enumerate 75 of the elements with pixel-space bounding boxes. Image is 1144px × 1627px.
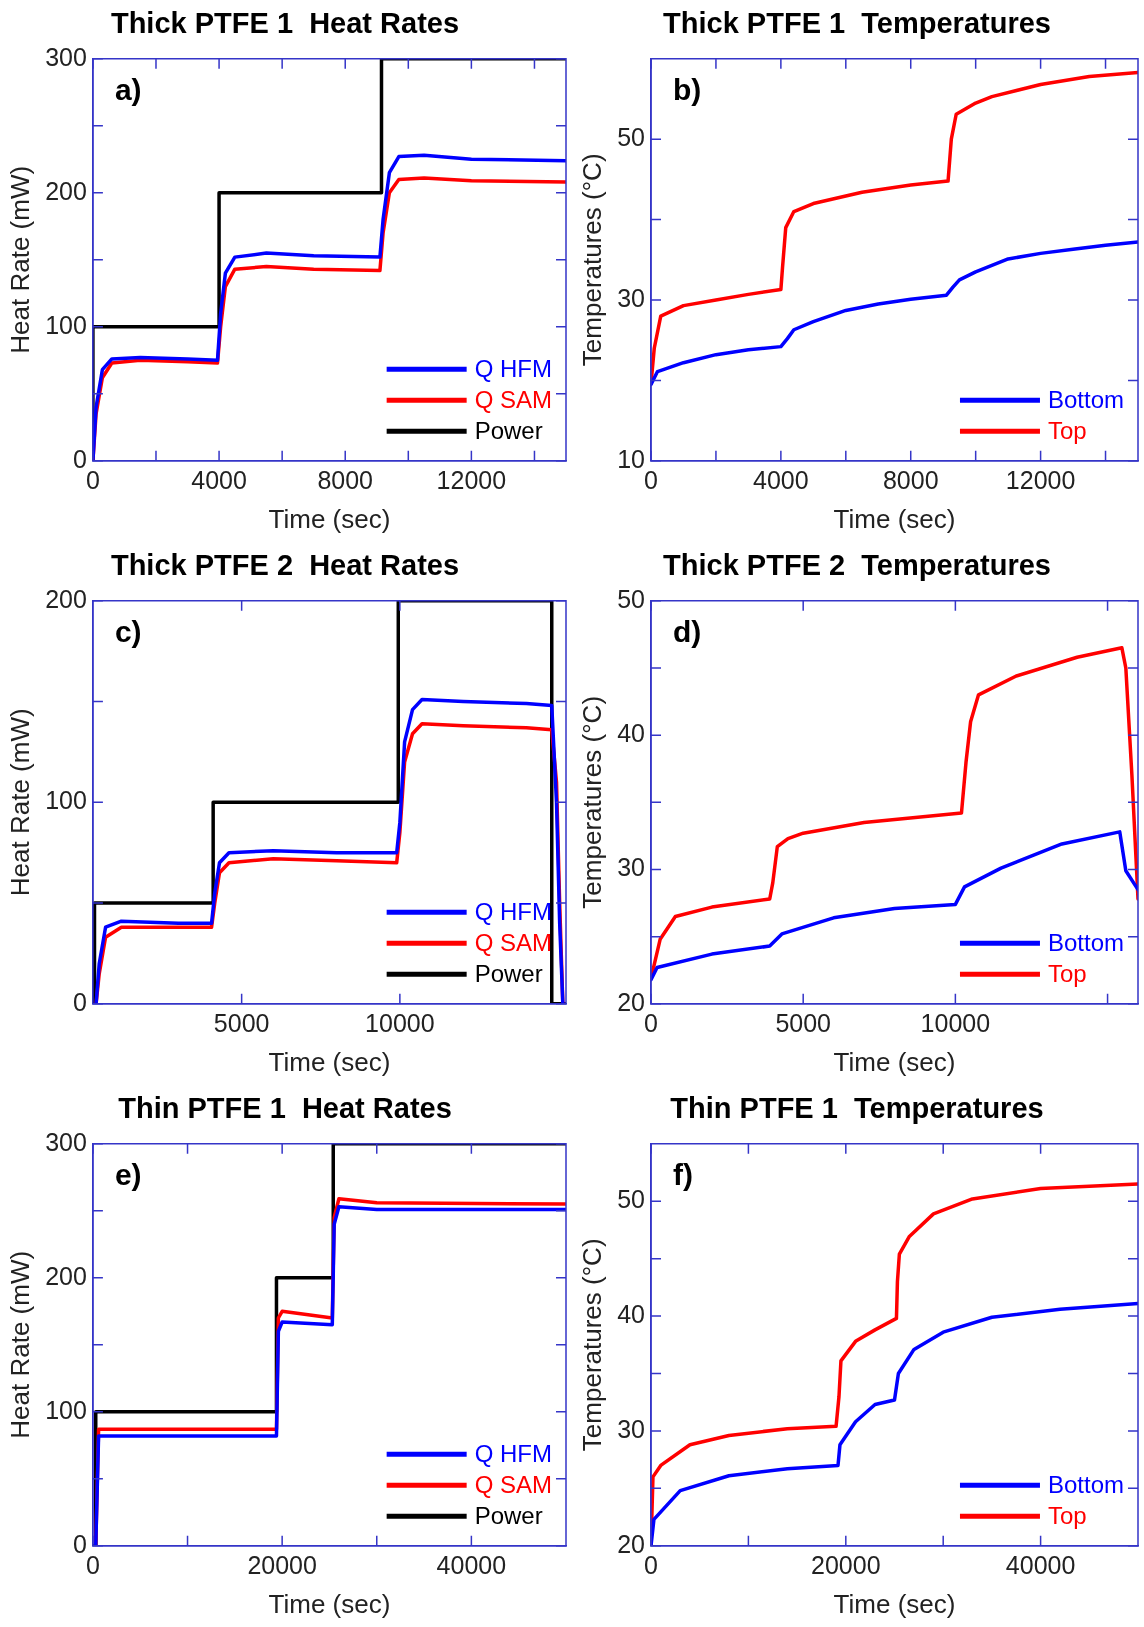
y-axis-title: Temperatures (°C) <box>576 1238 607 1452</box>
x-axis-title: Time (sec) <box>268 1588 391 1619</box>
y-tick-label: 300 <box>45 42 87 71</box>
y-axis-title: Temperatures (°C) <box>576 153 607 367</box>
y-tick-label: 50 <box>617 123 646 152</box>
annotation: f) <box>673 1158 693 1192</box>
legend-label: Q SAM <box>474 385 552 413</box>
x-axis-title: Time (sec) <box>268 1046 391 1077</box>
x-tick-label: 4000 <box>191 465 247 494</box>
y-tick-label: 30 <box>617 853 646 882</box>
legend-label: Q HFM <box>474 1439 552 1467</box>
x-tick-label: 5000 <box>213 1008 270 1037</box>
x-tick-label: 4000 <box>753 465 809 494</box>
y-tick-label: 20 <box>617 1529 646 1558</box>
y-tick-label: 0 <box>73 444 87 473</box>
y-axis-title: Heat Rate (mW) <box>4 1250 35 1439</box>
chart-title: Thick PTFE 2 Temperatures <box>663 549 1051 582</box>
x-tick-label: 10000 <box>920 1008 991 1037</box>
x-tick-label: 5000 <box>775 1008 832 1037</box>
x-tick-label: 40000 <box>1005 1550 1076 1579</box>
legend-label: Top <box>1047 959 1087 987</box>
x-tick-label: 20000 <box>811 1550 881 1579</box>
annotation: e) <box>114 1158 142 1192</box>
y-tick-label: 300 <box>45 1127 87 1156</box>
x-axis-title: Time (sec) <box>833 1046 956 1077</box>
annotation: d) <box>673 615 702 649</box>
x-tick-label: 8000 <box>882 465 939 494</box>
y-tick-label: 100 <box>45 310 87 339</box>
y-tick-label: 40 <box>617 1299 646 1328</box>
annotation: b) <box>673 73 702 107</box>
y-tick-label: 30 <box>617 283 646 312</box>
legend-label: Power <box>474 416 543 444</box>
y-tick-label: 40 <box>617 719 646 748</box>
legend-label: Top <box>1047 416 1087 444</box>
x-tick-label: 12000 <box>1005 465 1076 494</box>
y-axis-title: Heat Rate (mW) <box>4 708 35 897</box>
y-tick-label: 0 <box>73 1529 87 1558</box>
y-tick-label: 20 <box>617 987 646 1016</box>
legend-label: Q HFM <box>474 354 552 382</box>
x-tick-label: 8000 <box>317 465 374 494</box>
legend-label: Power <box>474 959 543 987</box>
legend-label: Bottom <box>1047 385 1124 413</box>
x-tick-label: 10000 <box>365 1008 435 1037</box>
y-tick-label: 200 <box>45 176 87 205</box>
legend-label: Q SAM <box>474 1470 552 1498</box>
legend-label: Bottom <box>1047 1470 1124 1498</box>
y-tick-label: 0 <box>73 987 87 1016</box>
y-tick-label: 50 <box>617 584 646 613</box>
legend-label: Q HFM <box>474 897 552 925</box>
y-tick-label: 200 <box>45 584 87 613</box>
x-axis-title: Time (sec) <box>833 503 956 534</box>
x-axis-title: Time (sec) <box>268 503 391 534</box>
chart-title: Thin PTFE 1 Heat Rates <box>118 1092 452 1125</box>
annotation: a) <box>114 73 142 107</box>
chart-title: Thick PTFE 1 Temperatures <box>663 7 1051 40</box>
y-axis-title: Temperatures (°C) <box>576 695 607 909</box>
x-tick-label: 20000 <box>247 1550 317 1579</box>
x-tick-label: 40000 <box>436 1550 507 1579</box>
annotation: c) <box>114 615 142 649</box>
y-tick-label: 100 <box>45 786 87 815</box>
y-tick-label: 50 <box>617 1185 646 1214</box>
y-tick-label: 200 <box>45 1261 87 1290</box>
chart-title: Thick PTFE 1 Heat Rates <box>110 7 460 40</box>
legend-label: Bottom <box>1047 928 1124 956</box>
x-tick-label: 12000 <box>436 465 507 494</box>
legend-label: Q SAM <box>474 928 552 956</box>
chart-title: Thin PTFE 1 Temperatures <box>670 1092 1044 1125</box>
legend-label: Top <box>1047 1501 1087 1529</box>
legend-label: Power <box>474 1501 543 1529</box>
y-tick-label: 100 <box>45 1395 87 1424</box>
y-tick-label: 30 <box>617 1414 646 1443</box>
chart-title: Thick PTFE 2 Heat Rates <box>110 549 460 582</box>
y-tick-label: 10 <box>617 444 646 473</box>
y-axis-title: Heat Rate (mW) <box>4 165 35 354</box>
x-axis-title: Time (sec) <box>833 1588 956 1619</box>
